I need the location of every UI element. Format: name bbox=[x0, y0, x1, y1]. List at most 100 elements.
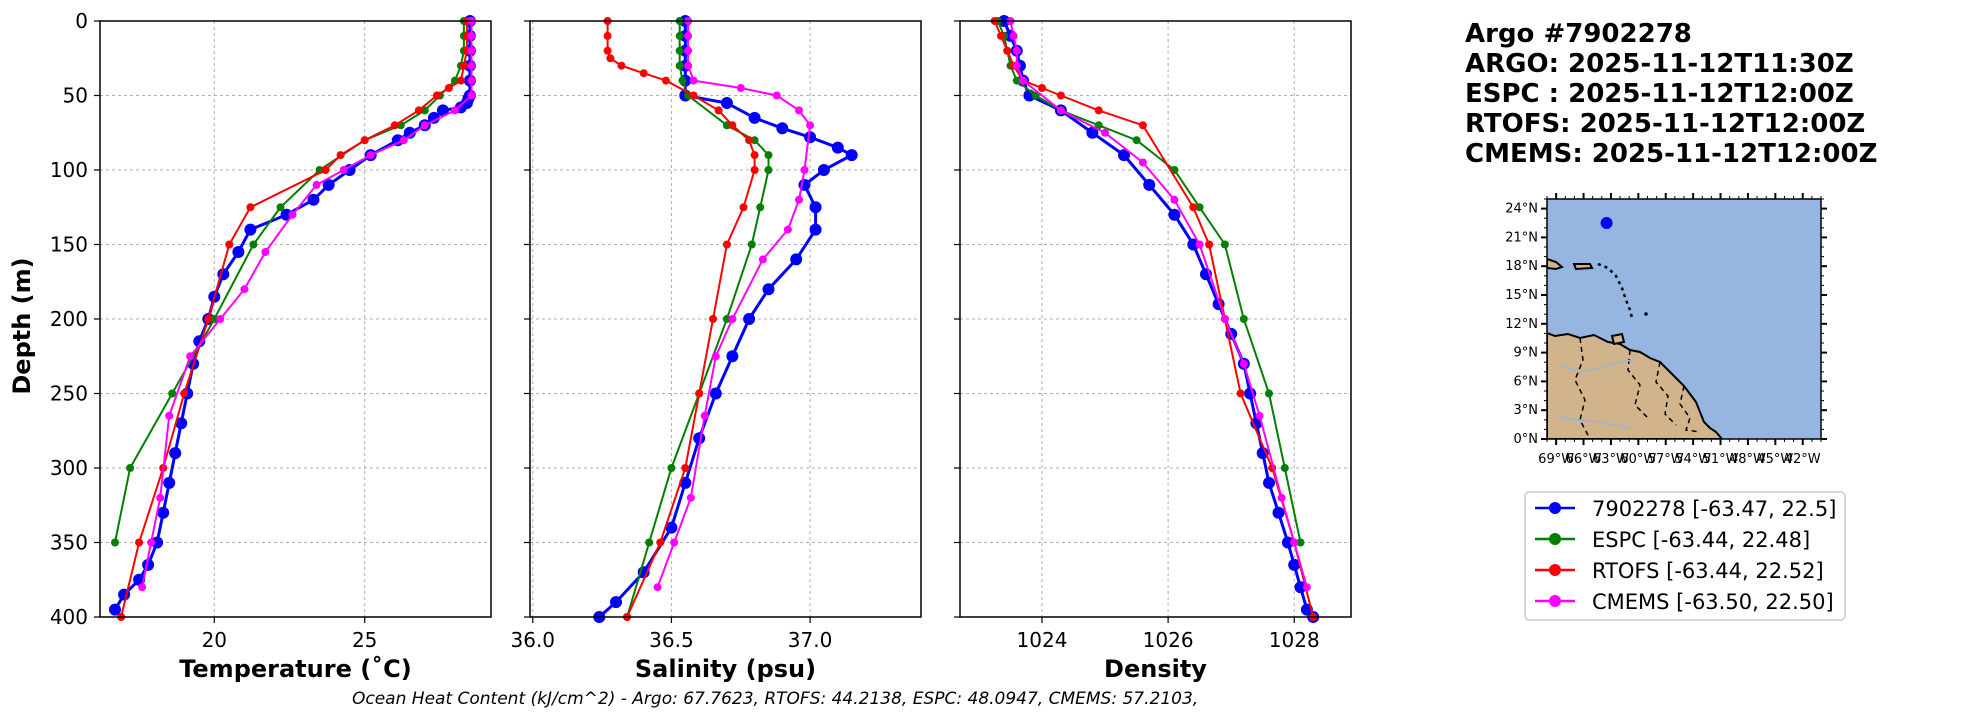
density-cmems-point bbox=[1101, 128, 1109, 137]
temperature-cmems-point bbox=[156, 493, 165, 502]
density-argo-point bbox=[1187, 238, 1200, 251]
country-border bbox=[1679, 385, 1701, 433]
temperature-espc-point bbox=[276, 203, 285, 212]
salinity-espc-point bbox=[750, 136, 759, 145]
density-argo-point bbox=[1256, 447, 1269, 460]
salinity-rtofs-point bbox=[639, 69, 648, 78]
density-rtofs-point bbox=[1138, 121, 1147, 130]
salinity-rtofs-point bbox=[603, 31, 612, 40]
density-espc-point bbox=[1296, 538, 1305, 547]
depth-tick-label: 350 bbox=[50, 531, 88, 555]
density-argo-point bbox=[1168, 208, 1181, 221]
temperature-rtofs-point bbox=[336, 151, 345, 160]
legend-argo-swatch-marker bbox=[1549, 502, 1561, 514]
temperature-espc-point bbox=[111, 538, 119, 547]
salinity-argo-point bbox=[726, 350, 739, 363]
salinity-espc-point bbox=[678, 76, 687, 85]
temperature-rtofs-point bbox=[459, 61, 468, 70]
header-line-argo-time: ARGO: 2025-11-12T11:30Z bbox=[1465, 49, 1854, 79]
temperature-cmems-point bbox=[261, 248, 270, 256]
salinity-argo-point bbox=[809, 201, 822, 214]
density-argo-point bbox=[1250, 417, 1263, 430]
temperature-argo-point bbox=[169, 447, 182, 460]
map-lat-label: 15°N bbox=[1505, 288, 1538, 303]
salinity-espc-point bbox=[756, 203, 765, 212]
map-lon-label: 60°W bbox=[1620, 452, 1656, 467]
density-espc-point bbox=[1132, 136, 1141, 145]
density-xtick-label: 1026 bbox=[1143, 628, 1194, 652]
salinity-argo-point bbox=[831, 141, 844, 154]
island-dot bbox=[1644, 312, 1648, 316]
depth-tick-label: 50 bbox=[63, 84, 88, 108]
temperature-argo-point bbox=[157, 506, 170, 519]
temperature-cmems-point bbox=[312, 180, 321, 189]
salinity-cmems-point bbox=[783, 225, 792, 234]
salinity-espc-point bbox=[675, 61, 684, 70]
map-lat-label: 18°N bbox=[1505, 259, 1538, 274]
density-argo-point bbox=[1086, 126, 1099, 139]
temperature-cmems-point bbox=[467, 76, 476, 85]
salinity-espc-point bbox=[722, 121, 731, 130]
lesser-antilles-arc bbox=[1597, 262, 1634, 319]
temperature-cmems-point bbox=[467, 61, 476, 70]
salinity-espc-point bbox=[747, 240, 756, 249]
legend: 7902278 [-63.47, 22.5] ESPC [-63.44, 22.4… bbox=[1524, 491, 1846, 621]
temperature-argo-point bbox=[307, 193, 320, 206]
density-cmems-point bbox=[1277, 493, 1286, 502]
ocean-heat-content-footer: Ocean Heat Content (kJ/cm^2) - Argo: 67.… bbox=[352, 689, 1198, 709]
map-lat-label: 12°N bbox=[1505, 317, 1538, 332]
depth-tick-label: 150 bbox=[50, 233, 88, 257]
temperature-argo-point bbox=[343, 164, 356, 176]
legend-cmems-swatch-marker bbox=[1549, 595, 1561, 607]
map-lat-label: 6°N bbox=[1514, 374, 1539, 389]
temperature-argo-point bbox=[109, 603, 121, 616]
temperature-rtofs-point bbox=[456, 76, 465, 85]
salinity-cmems-point bbox=[670, 538, 679, 547]
salinity-cmems-point bbox=[686, 493, 695, 502]
salinity-rtofs-point bbox=[689, 91, 698, 100]
header-line-cmems-time: CMEMS: 2025-11-12T12:00Z bbox=[1465, 139, 1877, 169]
salinity-argo-point bbox=[720, 97, 733, 109]
temperature-rtofs-point bbox=[204, 315, 213, 323]
density-espc-point bbox=[1220, 240, 1229, 249]
temperature-cmems-point bbox=[147, 538, 156, 547]
country-border bbox=[1574, 337, 1591, 439]
density-rtofs-point bbox=[1205, 240, 1214, 249]
density-cmems-point bbox=[1220, 315, 1229, 323]
header-line-espc-time: ESPC : 2025-11-12T12:00Z bbox=[1465, 79, 1854, 109]
salinity-rtofs-point bbox=[722, 240, 731, 249]
temperature-cmems-point bbox=[450, 106, 459, 115]
salinity-espc-point bbox=[667, 464, 676, 472]
temperature-cmems-point bbox=[138, 583, 147, 592]
salinity-rtofs-point bbox=[728, 121, 737, 130]
temperature-panel: 0 50 100 150 200 250 300 350 400 20 25 Temperature … bbox=[50, 9, 492, 683]
density-rtofs-point bbox=[1094, 106, 1103, 115]
salinity-argo-point bbox=[709, 387, 722, 400]
density-cmems-point bbox=[1009, 31, 1018, 40]
density-argo-point bbox=[1263, 476, 1275, 489]
temperature-argo-point bbox=[322, 178, 335, 191]
density-espc-point bbox=[1031, 91, 1040, 100]
salinity-espc-point bbox=[645, 538, 654, 547]
map-lon-label: 48°W bbox=[1730, 452, 1766, 467]
temperature-cmems-point bbox=[165, 411, 174, 420]
salinity-cmems-point bbox=[736, 84, 745, 92]
temperature-espc-point bbox=[210, 315, 219, 323]
depth-tick-label: 0 bbox=[75, 9, 88, 33]
legend-espc-swatch-marker bbox=[1549, 533, 1561, 545]
depth-axis-label: Depth (m) bbox=[8, 257, 36, 394]
density-espc-point bbox=[1280, 464, 1289, 472]
density-espc-point bbox=[1094, 121, 1103, 130]
salinity-axis-label: Salinity (psu) bbox=[635, 655, 816, 683]
puerto-rico-island bbox=[1572, 263, 1594, 271]
salinity-xtick-label: 36.0 bbox=[511, 628, 556, 652]
salinity-rtofs-point bbox=[695, 389, 704, 398]
salinity-argo-point bbox=[610, 596, 622, 609]
density-cmems-point bbox=[1302, 583, 1311, 592]
greater-antilles-island bbox=[1547, 257, 1565, 271]
salinity-argo-point bbox=[809, 223, 822, 236]
density-rtofs-point bbox=[1236, 389, 1245, 398]
temperature-rtofs-point bbox=[432, 91, 441, 100]
salinity-cmems-point bbox=[806, 121, 815, 130]
